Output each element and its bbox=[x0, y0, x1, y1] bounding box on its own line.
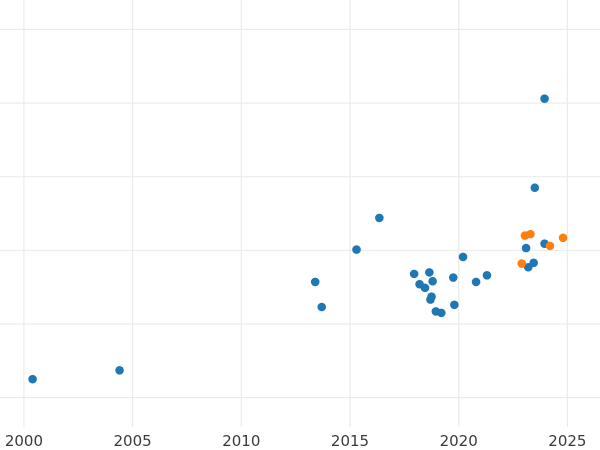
plot-area bbox=[0, 0, 600, 427]
data-point bbox=[449, 273, 458, 282]
data-point bbox=[546, 242, 555, 251]
data-point bbox=[28, 375, 37, 384]
data-point bbox=[559, 233, 568, 242]
data-point bbox=[530, 183, 539, 192]
x-axis-tick-labels: 2000 2005 2010 2015 2020 2025 bbox=[5, 432, 587, 450]
data-point bbox=[375, 214, 384, 223]
data-point bbox=[311, 278, 320, 287]
x-tick-label: 2000 bbox=[5, 432, 43, 450]
x-tick-label: 2025 bbox=[548, 432, 586, 450]
data-point bbox=[437, 309, 446, 318]
data-point bbox=[517, 259, 526, 268]
data-point bbox=[421, 284, 430, 293]
data-point bbox=[115, 366, 124, 375]
data-point bbox=[459, 253, 468, 262]
data-point bbox=[522, 244, 531, 253]
data-point bbox=[526, 230, 535, 239]
data-point bbox=[540, 94, 549, 103]
data-point bbox=[529, 259, 538, 268]
data-point bbox=[410, 270, 419, 279]
data-point bbox=[317, 303, 326, 312]
data-point bbox=[425, 268, 434, 277]
x-tick-label: 2005 bbox=[114, 432, 152, 450]
x-tick-label: 2015 bbox=[331, 432, 369, 450]
data-point bbox=[483, 271, 492, 280]
data-point bbox=[428, 277, 437, 286]
data-point bbox=[427, 292, 436, 301]
x-tick-label: 2010 bbox=[222, 432, 260, 450]
data-point bbox=[472, 278, 481, 287]
x-tick-label: 2020 bbox=[440, 432, 478, 450]
data-point bbox=[352, 245, 361, 254]
data-point bbox=[450, 300, 459, 309]
